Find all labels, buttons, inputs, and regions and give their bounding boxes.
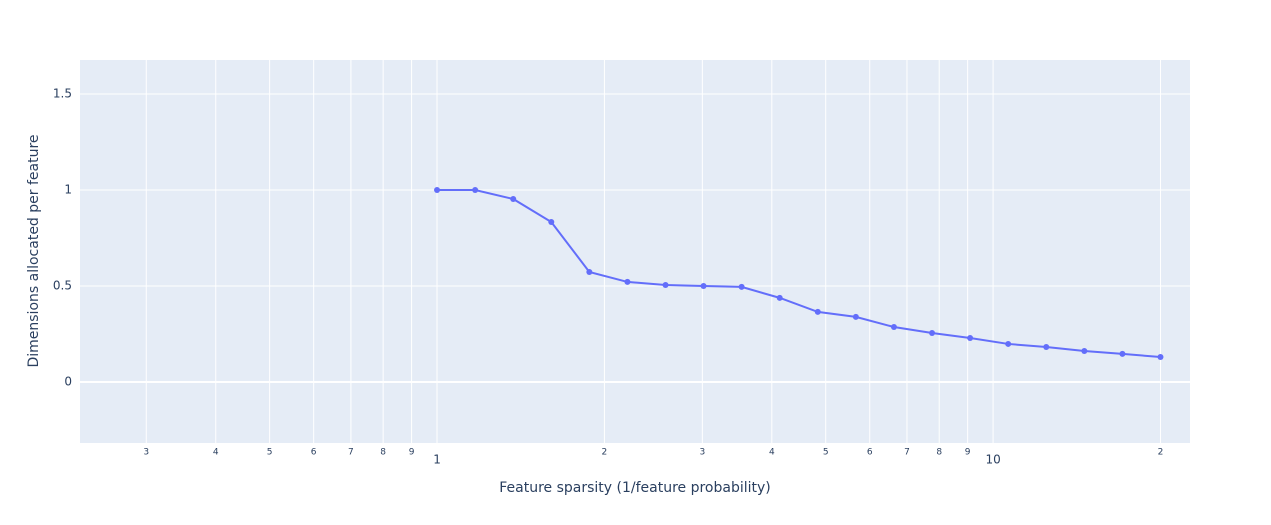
- y-axis-title: Dimensions allocated per feature: [26, 134, 42, 367]
- data-point: [1157, 353, 1164, 360]
- y-tick-label: 0.5: [53, 278, 72, 292]
- data-point: [852, 313, 859, 320]
- x-tick-label: 6: [311, 448, 317, 458]
- data-point: [1119, 350, 1126, 357]
- data-point: [434, 186, 441, 193]
- plot-area: [80, 60, 1190, 443]
- data-point: [1081, 348, 1088, 355]
- x-tick-label: 9: [965, 448, 971, 458]
- data-point: [586, 268, 593, 275]
- data-point: [967, 334, 974, 341]
- data-line: [437, 188, 1161, 358]
- data-point: [738, 283, 745, 290]
- data-point: [776, 294, 783, 301]
- data-point: [1005, 340, 1012, 347]
- data-point: [890, 324, 897, 331]
- x-tick-label: 7: [348, 448, 354, 458]
- data-point: [624, 278, 631, 285]
- data-point: [662, 282, 669, 289]
- y-tick-label: 1.5: [53, 86, 72, 100]
- data-point: [510, 195, 517, 202]
- x-tick-label: 1: [433, 453, 441, 467]
- x-tick-label: 2: [602, 448, 608, 458]
- y-tick-label: 1: [64, 182, 72, 196]
- x-tick-label: 8: [936, 448, 942, 458]
- x-axis-title: Feature sparsity (1/feature probability): [499, 480, 771, 496]
- x-tick-label: 6: [867, 448, 873, 458]
- data-point: [472, 186, 479, 193]
- x-tick-label: 4: [213, 448, 219, 458]
- x-tick-label: 2: [1158, 448, 1164, 458]
- data-point: [548, 219, 555, 226]
- y-tick-label: 0: [64, 374, 72, 388]
- x-tick-label: 7: [904, 448, 910, 458]
- data-point: [1043, 344, 1050, 351]
- x-tick-label: 9: [409, 448, 415, 458]
- x-tick-label: 3: [143, 448, 149, 458]
- x-tick-label: 5: [823, 448, 829, 458]
- x-tick-label: 8: [380, 448, 386, 458]
- x-tick-label: 3: [699, 448, 705, 458]
- data-point: [929, 329, 936, 336]
- x-tick-label: 5: [267, 448, 273, 458]
- x-tick-label: 10: [985, 453, 1000, 467]
- data-point: [700, 282, 707, 289]
- data-point: [814, 308, 821, 315]
- x-tick-label: 4: [769, 448, 775, 458]
